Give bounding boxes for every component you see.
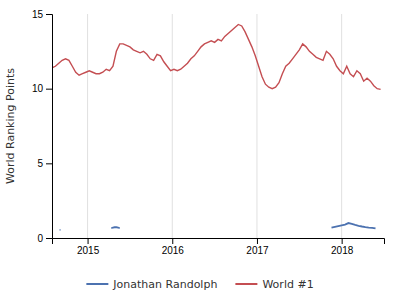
legend-label: Jonathan Randolph xyxy=(112,278,217,291)
tick-mark xyxy=(46,238,52,239)
grid-line xyxy=(172,14,173,238)
series-line xyxy=(52,24,381,89)
axis-line xyxy=(46,15,53,239)
plot-area xyxy=(52,24,381,229)
tick-label: 2015 xyxy=(77,245,100,256)
grid-line xyxy=(256,14,257,238)
series-line xyxy=(60,223,376,230)
tick: 15 xyxy=(32,9,52,20)
tick-label: 5 xyxy=(37,158,43,169)
tick-mark xyxy=(257,238,258,244)
tick-label: 15 xyxy=(32,9,44,20)
tick-label: 10 xyxy=(32,83,44,94)
tick-mark xyxy=(342,238,343,244)
chart: 2015 2016 2017 2018 0 5 10 15 World Ranking Poin… xyxy=(0,0,400,300)
legend: Jonathan Randolph World #1 xyxy=(86,278,313,291)
tick: 2018 xyxy=(331,238,354,256)
x-axis: 2015 2016 2017 2018 xyxy=(53,238,385,256)
tick: 0 xyxy=(37,233,52,244)
grid-line xyxy=(341,14,342,238)
grid xyxy=(88,14,342,238)
y-axis: 0 5 10 15 xyxy=(32,9,53,244)
tick: 2016 xyxy=(162,238,185,256)
tick-mark xyxy=(46,89,52,90)
legend-swatch xyxy=(235,283,257,285)
tick-mark xyxy=(46,14,52,15)
tick-label: 2016 xyxy=(162,245,185,256)
tick-label: 2018 xyxy=(331,245,354,256)
legend-label: World #1 xyxy=(262,278,313,291)
axis-line xyxy=(53,239,385,245)
y-axis-title: World Ranking Points xyxy=(4,68,17,184)
tick: 5 xyxy=(37,158,52,169)
tick-mark xyxy=(172,238,173,244)
tick: 2017 xyxy=(246,238,269,256)
tick-label: 2017 xyxy=(246,245,269,256)
legend-item: World #1 xyxy=(235,278,313,291)
tick: 2015 xyxy=(77,238,100,256)
tick: 10 xyxy=(32,83,52,94)
legend-swatch xyxy=(86,283,108,285)
tick-mark xyxy=(46,163,52,164)
tick-label: 0 xyxy=(37,233,43,244)
legend-item: Jonathan Randolph xyxy=(86,278,217,291)
tick-mark xyxy=(88,238,89,244)
grid-line xyxy=(87,14,88,238)
